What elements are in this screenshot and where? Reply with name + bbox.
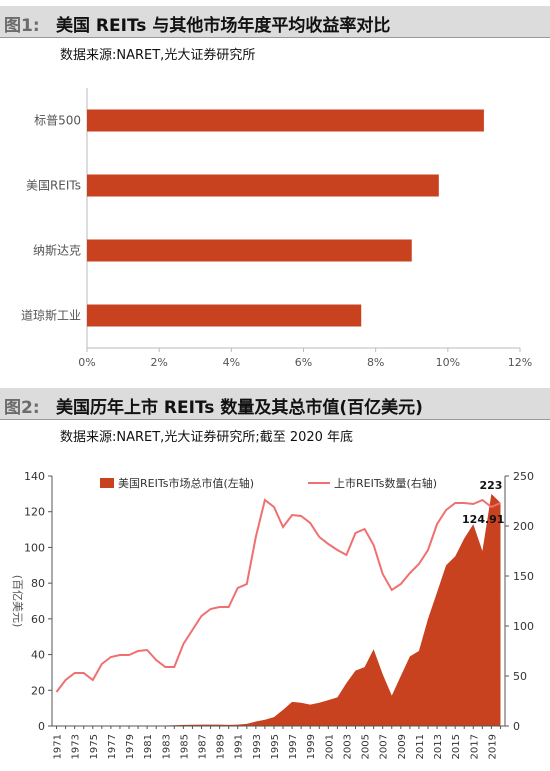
right-tick-label: 250 (513, 470, 534, 483)
legend-label-market-cap: 美国REITs市场总市值(左轴) (118, 476, 254, 490)
x-tick-label: 1997 (288, 734, 299, 759)
x-tick-label: 4% (223, 356, 240, 369)
area-total-market-cap (56, 493, 501, 726)
right-tick-label: 200 (513, 520, 534, 533)
right-tick-label: 0 (513, 720, 520, 733)
x-tick-label: 2005 (361, 734, 372, 759)
category-label: 纳斯达克 (33, 244, 81, 258)
x-tick-label: 0% (78, 356, 95, 369)
line-listed-reits-count (55, 498, 501, 693)
x-tick-label: 1985 (179, 734, 190, 759)
left-axis-title: (百亿美元) (11, 575, 24, 628)
left-tick-label: 20 (31, 684, 45, 697)
right-tick-label: 150 (513, 570, 534, 583)
figure2-title-bar: 图2: 美国历年上市 REITs 数量及其总市值(百亿美元) (0, 388, 550, 420)
figure1-source: 数据来源:NARET,光大证券研究所 (60, 48, 256, 63)
x-tick-label: 2001 (324, 734, 335, 759)
x-tick-label: 1999 (306, 734, 317, 759)
x-tick-label: 10% (436, 356, 460, 369)
figure1-number: 图1: (4, 16, 40, 36)
figure2-title: 美国历年上市 REITs 数量及其总市值(百亿美元) (56, 398, 423, 418)
left-tick-label: 40 (31, 649, 45, 662)
left-tick-label: 0 (38, 720, 45, 733)
left-tick-label: 60 (31, 613, 45, 626)
x-tick-label: 1993 (252, 734, 263, 759)
annotation-market-cap: 124.91 (462, 513, 504, 526)
x-tick-label: 2015 (451, 734, 462, 759)
x-tick-label: 1987 (197, 734, 208, 759)
left-tick-label: 140 (24, 470, 45, 483)
bar-0 (87, 109, 484, 132)
category-label: 标普500 (34, 114, 81, 128)
figure2-number: 图2: (4, 398, 40, 418)
x-tick-label: 8% (367, 356, 384, 369)
x-tick-label: 2019 (487, 734, 498, 759)
left-tick-label: 100 (24, 541, 45, 554)
x-tick-label: 1991 (234, 734, 245, 759)
x-tick-label: 2013 (433, 734, 444, 759)
x-tick-label: 1973 (71, 734, 82, 759)
bar-1 (87, 174, 439, 197)
x-tick-label: 1975 (89, 734, 100, 759)
x-tick-label: 1983 (161, 734, 172, 759)
category-label: 美国REITs (26, 179, 81, 193)
x-tick-label: 1977 (107, 734, 118, 759)
annotation-reits-count: 223 (480, 479, 503, 492)
figure2-source: 数据来源:NARET,光大证券研究所;截至 2020 年底 (60, 430, 354, 445)
bar-3 (87, 304, 362, 327)
figure2-combo-chart: 美国REITs市场总市值(左轴) 上市REITs数量(右轴) 0 20 40 60 80 1… (11, 470, 534, 759)
right-tick-label: 100 (513, 620, 534, 633)
left-tick-label: 120 (24, 506, 45, 519)
legend-label-reits-count: 上市REITs数量(右轴) (334, 476, 437, 490)
figure1-title: 美国 REITs 与其他市场年度平均收益率对比 (56, 16, 391, 36)
bar-2 (87, 239, 412, 262)
x-tick-label: 1995 (270, 734, 281, 759)
category-label: 道琼斯工业 (21, 308, 81, 323)
legend-swatch-market-cap (100, 478, 114, 488)
x-tick-label: 1989 (216, 734, 227, 759)
x-tick-label: 6% (295, 356, 312, 369)
x-tick-label: 2017 (469, 734, 480, 759)
x-tick-label: 12% (508, 356, 532, 369)
figure1-title-bar: 图1: 美国 REITs 与其他市场年度平均收益率对比 (0, 6, 550, 38)
x-tick-label: 1981 (143, 734, 154, 759)
right-tick-label: 50 (513, 670, 527, 683)
x-tick-label: 1971 (53, 734, 64, 759)
left-tick-label: 80 (31, 577, 45, 590)
x-tick-label: 2011 (415, 734, 426, 759)
x-tick-label: 2009 (397, 734, 408, 759)
x-tick-label: 1979 (125, 734, 136, 759)
x-tick-label: 2003 (342, 734, 353, 759)
x-tick-label: 2% (150, 356, 167, 369)
x-tick-label: 2007 (379, 734, 390, 759)
